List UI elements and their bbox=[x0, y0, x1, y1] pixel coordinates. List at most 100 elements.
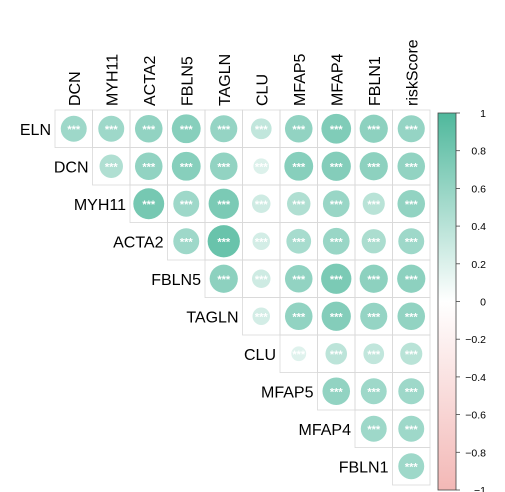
color-legend-tick-label: 0.6 bbox=[471, 183, 486, 195]
correlation-circle-ACTA2-riskScore bbox=[398, 228, 425, 255]
correlation-circle-ELN-TAGLN bbox=[210, 115, 238, 143]
correlation-circle-ELN-CLU bbox=[250, 118, 272, 140]
significance-label: *** bbox=[255, 236, 269, 248]
correlation-circle-ELN-FBLN1 bbox=[359, 114, 388, 143]
correlation-circle-ELN-FBLN5 bbox=[171, 114, 201, 144]
significance-label: *** bbox=[217, 124, 231, 136]
correlation-circle-CLU-MFAP4 bbox=[325, 342, 348, 365]
significance-label: *** bbox=[180, 161, 194, 173]
correlation-circle-MYH11-ACTA2 bbox=[133, 188, 165, 220]
correlation-circle-FBLN5-MFAP5 bbox=[284, 264, 313, 293]
correlation-circle-DCN-riskScore bbox=[397, 152, 426, 181]
correlation-circle-ACTA2-FBLN5 bbox=[173, 228, 200, 255]
significance-label: *** bbox=[292, 236, 306, 248]
correlation-circle-MFAP5-FBLN1 bbox=[360, 378, 387, 405]
correlation-circle-MYH11-TAGLN bbox=[208, 188, 239, 219]
significance-label: *** bbox=[405, 349, 419, 361]
row-label-MFAP5: MFAP5 bbox=[261, 384, 314, 401]
column-label-TAGLN: TAGLN bbox=[217, 54, 234, 106]
correlation-circle-ACTA2-FBLN1 bbox=[361, 229, 386, 254]
correlation-circle-DCN-MFAP5 bbox=[284, 151, 314, 181]
significance-label: *** bbox=[255, 199, 269, 211]
color-legend-tick-label: −1 bbox=[474, 485, 486, 492]
grid-cell bbox=[392, 447, 431, 486]
significance-label: *** bbox=[142, 199, 156, 211]
significance-label: *** bbox=[180, 199, 194, 211]
color-legend-tick-label: −0.4 bbox=[465, 372, 486, 384]
column-label-riskScore: riskScore bbox=[404, 39, 421, 106]
significance-label: *** bbox=[367, 311, 381, 323]
correlation-circle-MFAP4-riskScore bbox=[398, 415, 425, 442]
correlation-circle-ACTA2-MFAP5 bbox=[286, 228, 312, 254]
significance-label: *** bbox=[217, 161, 231, 173]
correlation-circle-ACTA2-MFAP4 bbox=[322, 227, 350, 255]
significance-label: *** bbox=[367, 386, 381, 398]
cell-grid bbox=[54, 109, 431, 486]
correlation-circle-ACTA2-TAGLN bbox=[207, 225, 240, 258]
significance-label: *** bbox=[292, 124, 306, 136]
significance-label: *** bbox=[405, 274, 419, 286]
significance-label: *** bbox=[330, 199, 344, 211]
row-label-FBLN1: FBLN1 bbox=[339, 459, 389, 476]
significance-label: *** bbox=[367, 274, 381, 286]
correlation-circle-MYH11-CLU bbox=[251, 194, 271, 214]
correlation-circle-ELN-ACTA2 bbox=[134, 114, 163, 143]
significance-label: *** bbox=[405, 161, 419, 173]
row-label-TAGLN: TAGLN bbox=[186, 309, 238, 326]
significance-label: *** bbox=[255, 124, 269, 136]
correlation-circle-DCN-MFAP4 bbox=[321, 151, 351, 181]
correlation-circle-FBLN1-riskScore bbox=[398, 453, 425, 480]
significance-label: *** bbox=[330, 311, 344, 323]
significance-label: *** bbox=[330, 386, 344, 398]
correlation-circle-TAGLN-MFAP4 bbox=[321, 301, 351, 331]
row-label-MYH11: MYH11 bbox=[74, 197, 126, 214]
correlation-circle-FBLN5-CLU bbox=[251, 269, 271, 289]
significance-label: *** bbox=[405, 236, 419, 248]
correlation-circle-TAGLN-CLU bbox=[252, 307, 270, 325]
color-legend-tick-label: −0.2 bbox=[465, 334, 486, 346]
significance-label: *** bbox=[330, 124, 344, 136]
column-labels: DCN MYH11 ACTA2 FBLN5 TAGLN CLU MFAP5 MFAP4 FBLN… bbox=[67, 39, 422, 106]
significance-label: *** bbox=[367, 199, 381, 211]
significance-label: *** bbox=[292, 199, 306, 211]
correlation-circle-CLU-FBLN1 bbox=[363, 343, 385, 365]
correlation-circle-FBLN5-FBLN1 bbox=[359, 264, 388, 293]
row-label-CLU: CLU bbox=[244, 347, 276, 364]
significance-label: *** bbox=[367, 424, 381, 436]
significance-label: *** bbox=[67, 124, 81, 136]
correlation-circle-ELN-riskScore bbox=[397, 115, 425, 143]
row-labels: ELN DCN MYH11 ACTA2 FBLN5 TAGLN CLU MFAP5 MFAP4 F… bbox=[20, 122, 389, 477]
significance-label: *** bbox=[367, 236, 381, 248]
color-legend-tick-label: 0.2 bbox=[471, 259, 486, 271]
color-legend: 1 0.8 0.6 0.4 0.2 0 −0.2 −0.4 −0.6 −0.8 −1 bbox=[437, 108, 486, 492]
significance-label: *** bbox=[405, 124, 419, 136]
significance-label: *** bbox=[330, 161, 344, 173]
column-label-ACTA2: ACTA2 bbox=[142, 56, 159, 106]
significance-label: *** bbox=[292, 349, 306, 361]
correlation-circle-DCN-MYH11 bbox=[99, 154, 123, 178]
correlation-circle-CLU-riskScore bbox=[400, 342, 423, 365]
column-label-FBLN1: FBLN1 bbox=[367, 56, 384, 106]
column-label-CLU: CLU bbox=[254, 74, 271, 106]
correlation-circle-FBLN5-MFAP4 bbox=[321, 263, 352, 294]
row-label-FBLN5: FBLN5 bbox=[151, 272, 201, 289]
significance-label: *** bbox=[367, 124, 381, 136]
correlation-circle-MYH11-MFAP4 bbox=[322, 190, 350, 218]
significance-labels: *** *** *** *** *** *** *** *** *** *** *** *** *** *… bbox=[67, 124, 418, 474]
significance-label: *** bbox=[255, 274, 269, 286]
significance-label: *** bbox=[405, 424, 419, 436]
significance-label: *** bbox=[405, 199, 419, 211]
correlation-circle-TAGLN-MFAP5 bbox=[284, 302, 313, 331]
significance-label: *** bbox=[405, 311, 419, 323]
significance-label: *** bbox=[330, 349, 344, 361]
significance-label: *** bbox=[142, 124, 156, 136]
correlation-circle-DCN-TAGLN bbox=[209, 152, 238, 181]
significance-label: *** bbox=[330, 274, 344, 286]
correlation-circle-ELN-MYH11 bbox=[98, 115, 125, 142]
correlation-circle-MYH11-FBLN1 bbox=[362, 192, 385, 215]
color-legend-tick-label: 0 bbox=[480, 297, 486, 309]
row-label-MFAP4: MFAP4 bbox=[299, 422, 352, 439]
significance-label: *** bbox=[367, 161, 381, 173]
column-label-MFAP5: MFAP5 bbox=[292, 53, 309, 106]
